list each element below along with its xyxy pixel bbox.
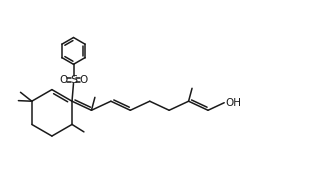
- Text: OH: OH: [226, 98, 242, 108]
- Text: O: O: [79, 75, 88, 85]
- Text: O: O: [60, 75, 68, 85]
- Text: S: S: [70, 75, 77, 85]
